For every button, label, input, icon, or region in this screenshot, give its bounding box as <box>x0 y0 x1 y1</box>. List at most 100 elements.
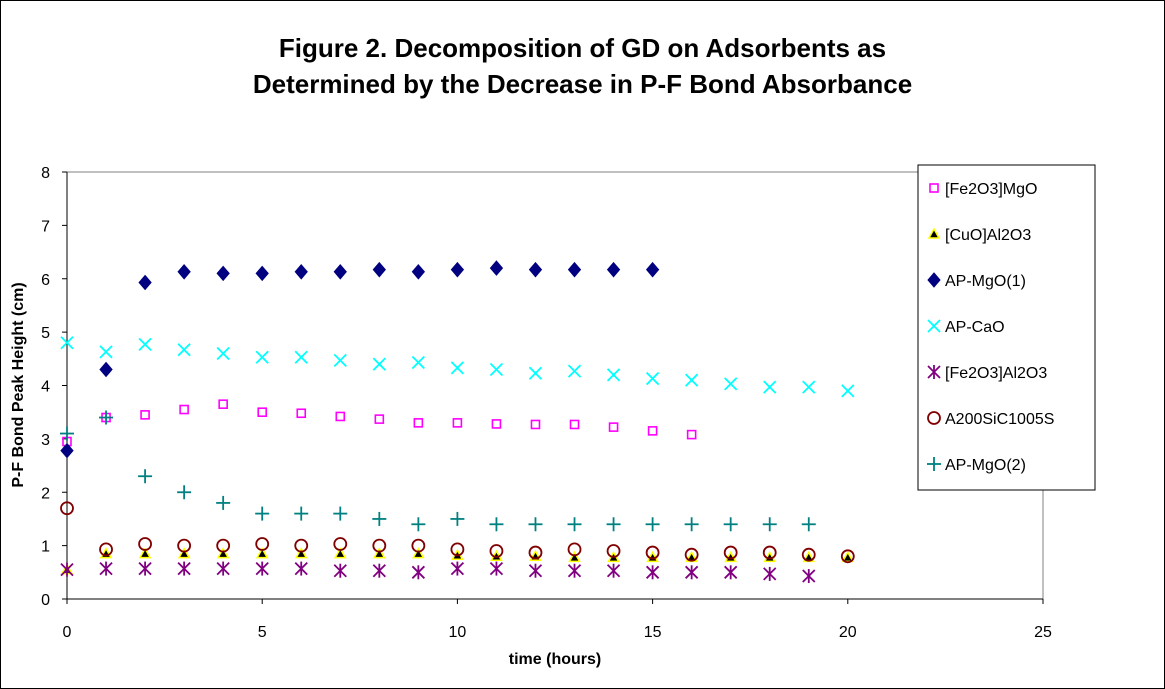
data-point <box>257 407 268 417</box>
data-point <box>138 337 152 352</box>
data-point <box>528 517 543 532</box>
data-point <box>294 264 308 280</box>
legend-entry: A200SiC1005S <box>927 411 1054 428</box>
legend-marker <box>927 227 941 239</box>
y-tick-label: 7 <box>41 218 50 235</box>
data-point <box>294 547 308 559</box>
data-point <box>374 414 385 424</box>
data-point <box>489 544 504 558</box>
y-tick-label: 3 <box>41 432 50 449</box>
data-point <box>530 419 541 430</box>
axes: 0 1 2 3 4 5 6 7 8 0 5 10 15 20 25 <box>41 165 1052 641</box>
data-point <box>138 561 152 576</box>
data-point <box>177 343 191 357</box>
data-point <box>411 565 425 580</box>
data-point <box>140 410 150 420</box>
legend-box <box>917 164 1096 491</box>
data-point <box>60 426 74 441</box>
series-4 <box>60 561 816 584</box>
chart-title-line-1: Figure 2. Decomposition of GD on Adsorbe… <box>278 33 887 63</box>
data-point <box>567 364 582 378</box>
data-point <box>255 506 270 521</box>
x-axis-label: time (hours) <box>509 651 601 668</box>
x-tick-label: 5 <box>258 624 267 641</box>
chart-title-line-2: Determined by the Decrease in P-F Bond A… <box>252 69 913 99</box>
x-tick-label: 15 <box>644 624 662 641</box>
data-point <box>684 517 699 532</box>
data-point <box>138 469 153 484</box>
data-point <box>763 550 776 563</box>
series-3 <box>60 336 855 398</box>
data-point <box>60 501 74 516</box>
data-point <box>647 426 658 436</box>
legend-marker <box>927 411 941 425</box>
legend: [Fe2O3]MgO [CuO]Al2O3 AP-MgO(1) AP-CaO [Fe2O… <box>917 164 1096 491</box>
data-point <box>802 380 816 394</box>
data-point <box>606 517 621 532</box>
data-point <box>724 565 738 580</box>
legend-label: AP-MgO(1) <box>945 273 1026 290</box>
legend-marker <box>927 319 941 333</box>
data-point <box>528 563 543 578</box>
data-point <box>99 410 114 425</box>
data-point <box>489 260 504 276</box>
legend-entries: [Fe2O3]MgO [CuO]Al2O3 AP-MgO(1) AP-CaO [Fe2O… <box>927 181 1054 474</box>
x-tick-label: 0 <box>63 624 72 641</box>
data-point <box>489 362 504 377</box>
data-point <box>99 361 113 378</box>
data-point <box>60 442 74 459</box>
data-point <box>528 545 543 560</box>
data-point <box>216 495 231 510</box>
y-tick-label: 6 <box>41 272 50 289</box>
data-point <box>723 517 738 532</box>
data-point <box>255 537 270 551</box>
data-point <box>645 517 660 532</box>
data-point <box>840 549 855 564</box>
data-point <box>412 547 425 559</box>
legend-marker <box>927 457 941 471</box>
data-point <box>645 565 660 580</box>
data-point <box>372 538 387 553</box>
data-point <box>413 418 424 428</box>
legend-label: [Fe2O3]MgO <box>945 181 1037 198</box>
y-tick-label: 8 <box>41 165 50 182</box>
data-point <box>841 384 855 398</box>
data-point <box>645 261 660 278</box>
data-point <box>724 550 737 563</box>
data-point <box>569 419 580 430</box>
data-point <box>841 550 855 563</box>
series-layer <box>60 260 855 584</box>
legend-entry: [Fe2O3]MgO <box>929 181 1037 198</box>
data-point <box>99 345 113 359</box>
x-tick-label: 20 <box>839 624 857 641</box>
data-point <box>763 380 777 394</box>
data-point <box>567 563 582 578</box>
data-point <box>606 563 621 578</box>
data-point <box>138 537 152 551</box>
data-point <box>645 545 660 560</box>
data-point <box>218 399 228 409</box>
data-point <box>568 550 581 563</box>
data-point <box>606 368 621 382</box>
legend-entry: AP-MgO(2) <box>927 457 1026 474</box>
data-point <box>491 419 502 429</box>
data-point <box>450 261 465 278</box>
legend-entry: AP-MgO(1) <box>927 272 1026 290</box>
data-point <box>177 538 192 553</box>
data-point <box>216 547 230 559</box>
data-point <box>99 542 113 557</box>
x-tick-label: 10 <box>449 624 467 641</box>
data-point <box>138 274 152 291</box>
data-point <box>333 537 348 551</box>
data-point <box>372 511 387 526</box>
data-point <box>802 569 816 584</box>
data-point <box>489 561 504 576</box>
data-point <box>685 373 699 387</box>
data-point <box>372 357 386 371</box>
data-point <box>411 538 426 553</box>
y-tick-label: 0 <box>41 592 50 609</box>
data-point <box>606 261 621 278</box>
data-point <box>294 538 309 553</box>
data-point <box>723 545 738 560</box>
